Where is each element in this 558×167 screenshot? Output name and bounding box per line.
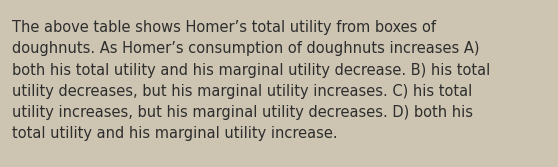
Text: The above table shows Homer’s total utility from boxes of
doughnuts. As Homer’s : The above table shows Homer’s total util… bbox=[12, 20, 490, 141]
